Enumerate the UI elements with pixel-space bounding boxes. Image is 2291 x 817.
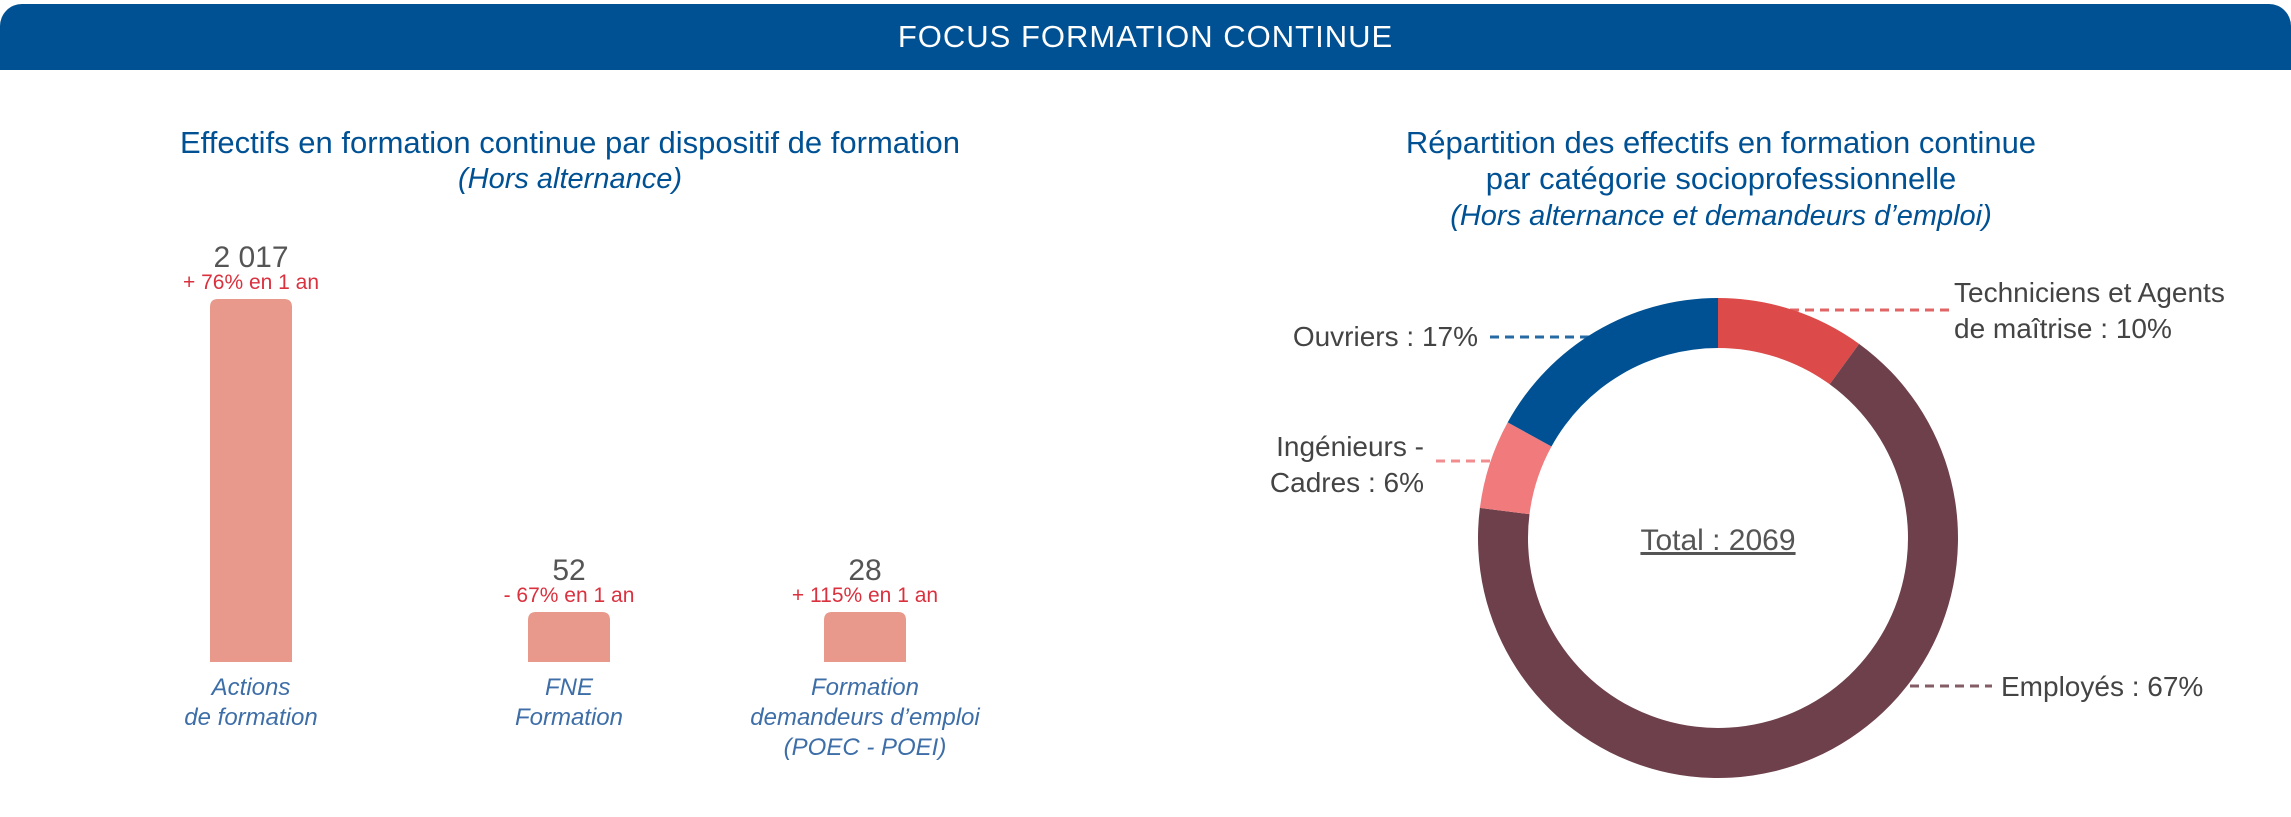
pie-slice-3 <box>1507 298 1718 447</box>
pie-chart-title-1: par catégorie socioprofessionnelle <box>1486 161 1956 196</box>
bar-annotation-2: + 115% en 1 an <box>792 584 938 607</box>
bar-2 <box>824 612 906 662</box>
pie-slice-label-1-0: Employés : 67% <box>2001 671 2203 702</box>
banner-title: FOCUS FORMATION CONTINUE <box>897 19 1394 54</box>
bar-category-label-2-0: Formation <box>811 674 919 701</box>
bar-1 <box>528 612 610 662</box>
bar-category-label-0-0: Actions <box>210 674 291 701</box>
bar-chart-title: Effectifs en formation continue par disp… <box>180 125 960 160</box>
bar-category-label-2-2: (POEC - POEI) <box>784 734 947 761</box>
bar-chart-subtitle: (Hors alternance) <box>458 163 682 195</box>
banner: FOCUS FORMATION CONTINUE <box>0 4 2291 70</box>
bar-category-label-2-1: demandeurs d’emploi <box>750 704 980 731</box>
pie-slice-2 <box>1479 422 1552 515</box>
pie-slice-0 <box>1718 298 1860 385</box>
bar-value-label-1: 52 <box>552 554 585 587</box>
bar-0 <box>210 299 292 662</box>
pie-slice-label-0-0: Techniciens et Agents <box>1954 277 2225 308</box>
bar-category-label-1-0: FNE <box>545 674 594 701</box>
pie-chart-subtitle: (Hors alternance et demandeurs d’emploi) <box>1450 200 1992 232</box>
pie-chart-title-0: Répartition des effectifs en formation c… <box>1406 125 2036 160</box>
bar-value-label-0: 2 017 <box>213 241 288 274</box>
pie-slice-label-0-1: de maîtrise : 10% <box>1954 313 2172 344</box>
bar-value-label-2: 28 <box>848 554 881 587</box>
bar-category-label-0-1: de formation <box>184 704 317 731</box>
bar-category-label-1-1: Formation <box>515 704 623 731</box>
pie-slice-label-2-0: Ingénieurs - <box>1276 431 1424 462</box>
pie-slice-label-2-1: Cadres : 6% <box>1270 467 1424 498</box>
pie-center-total: Total : 2069 <box>1640 524 1795 557</box>
pie-slice-label-3-0: Ouvriers : 17% <box>1293 321 1478 352</box>
bar-annotation-1: - 67% en 1 an <box>504 584 635 607</box>
bar-annotation-0: + 76% en 1 an <box>183 271 319 294</box>
